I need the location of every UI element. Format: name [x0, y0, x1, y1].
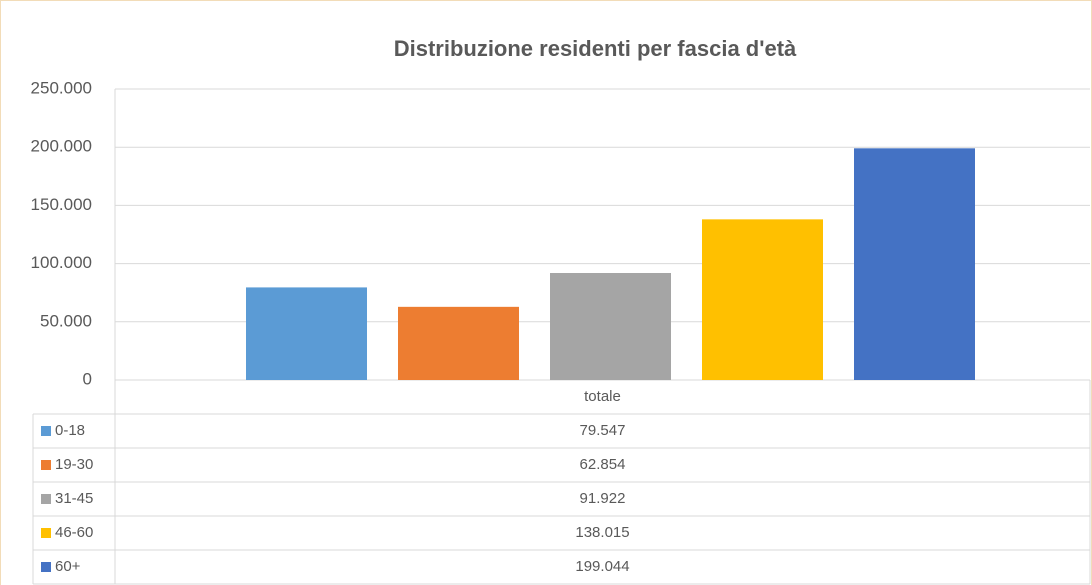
bar: [854, 148, 975, 380]
y-tick-label: 50.000: [40, 311, 92, 330]
legend-label: 60+: [55, 558, 81, 575]
legend-key: [41, 494, 51, 504]
x-tick-label: totale: [584, 388, 621, 405]
y-tick-label: 0: [83, 369, 92, 388]
bar: [398, 306, 519, 380]
table-value: 138.015: [575, 524, 629, 541]
table-value: 62.854: [580, 456, 626, 473]
bar: [550, 273, 671, 380]
chart-title: Distribuzione residenti per fascia d'età: [394, 36, 797, 61]
y-tick-label: 100.000: [31, 253, 92, 272]
table-value: 79.547: [580, 422, 626, 439]
table-value: 199.044: [575, 558, 629, 575]
legend-key: [41, 426, 51, 436]
y-tick-label: 200.000: [31, 137, 92, 156]
legend-key: [41, 460, 51, 470]
legend-label: 0-18: [55, 422, 85, 439]
bar: [702, 219, 823, 380]
y-tick-label: 150.000: [31, 195, 92, 214]
table-value: 91.922: [580, 490, 626, 507]
y-tick-label: 250.000: [31, 78, 92, 97]
legend-label: 46-60: [55, 524, 93, 541]
legend-label: 19-30: [55, 456, 93, 473]
legend-label: 31-45: [55, 490, 93, 507]
legend-key: [41, 528, 51, 538]
bar: [246, 287, 367, 380]
legend-key: [41, 562, 51, 572]
